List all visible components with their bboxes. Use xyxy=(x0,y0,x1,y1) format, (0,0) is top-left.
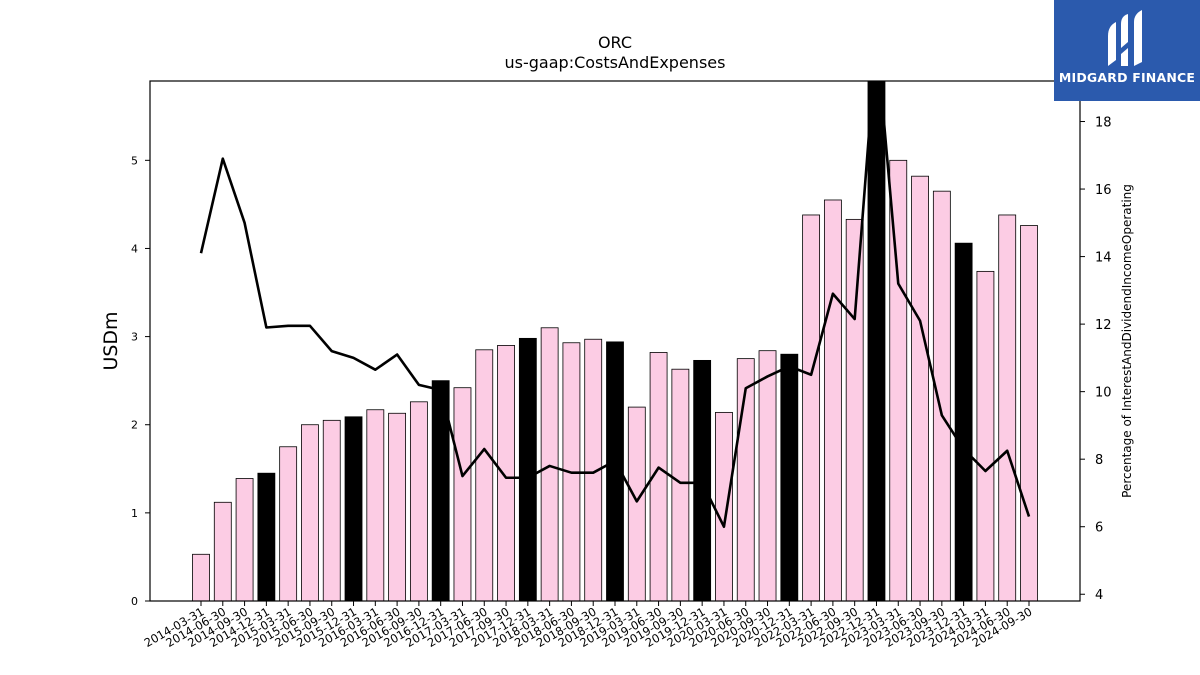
bar xyxy=(867,80,886,602)
y2-tick-label: 6 xyxy=(1095,521,1103,536)
bar xyxy=(693,359,712,602)
y-tick-label: 5 xyxy=(131,154,138,167)
y2-tick-label: 18 xyxy=(1095,116,1112,131)
chart-title: ORC xyxy=(598,33,632,52)
bar xyxy=(954,242,973,602)
bar xyxy=(998,214,1017,602)
bar xyxy=(671,368,690,602)
bar xyxy=(823,199,842,602)
bar xyxy=(911,175,929,602)
y2-tick-label: 8 xyxy=(1095,453,1103,468)
bar xyxy=(192,553,210,602)
chart-subtitle: us-gaap:CostsAndExpenses xyxy=(505,53,726,72)
bar xyxy=(715,411,733,602)
bar xyxy=(213,501,232,602)
brand-name: MIDGARD FINANCE xyxy=(1058,70,1196,85)
bar xyxy=(301,424,319,602)
bar xyxy=(409,401,428,602)
bar xyxy=(780,353,799,602)
bar xyxy=(932,190,951,602)
bar xyxy=(257,472,276,602)
y-tick-label: 1 xyxy=(131,507,138,520)
bar xyxy=(1020,225,1038,602)
bar xyxy=(388,412,407,602)
bar xyxy=(976,270,995,602)
y-axis-label: USDm xyxy=(100,311,122,370)
y2-tick-label: 16 xyxy=(1095,183,1112,198)
bar xyxy=(540,327,559,602)
y2-tick-label: 14 xyxy=(1095,251,1112,266)
y2-tick-label: 4 xyxy=(1095,588,1103,603)
y-tick-label: 0 xyxy=(131,595,138,608)
series-line xyxy=(199,81,1031,529)
bar xyxy=(235,478,254,602)
y-tick-label: 4 xyxy=(131,242,138,255)
bar xyxy=(845,218,864,602)
bar xyxy=(497,345,515,602)
y-tick-label: 3 xyxy=(131,331,138,344)
y-tick-label: 2 xyxy=(131,419,138,432)
bar xyxy=(518,337,537,602)
bar xyxy=(279,446,298,602)
y2-axis-label: Percentage of InterestAndDividendIncomeO… xyxy=(1120,184,1134,498)
bar xyxy=(344,416,363,602)
midgard-logo-icon xyxy=(1108,10,1142,66)
plot-area: 01234546810121416182014-03-312014-06-302… xyxy=(131,80,1112,650)
bar xyxy=(758,350,777,602)
y2-tick-label: 12 xyxy=(1095,318,1112,333)
bar xyxy=(366,409,385,602)
bar xyxy=(475,349,494,602)
bar xyxy=(627,406,646,602)
bar xyxy=(453,387,472,602)
bar xyxy=(802,214,821,602)
brand-logo: MIDGARD FINANCE xyxy=(1054,0,1200,101)
bar xyxy=(322,419,341,602)
y2-tick-label: 10 xyxy=(1095,386,1112,401)
